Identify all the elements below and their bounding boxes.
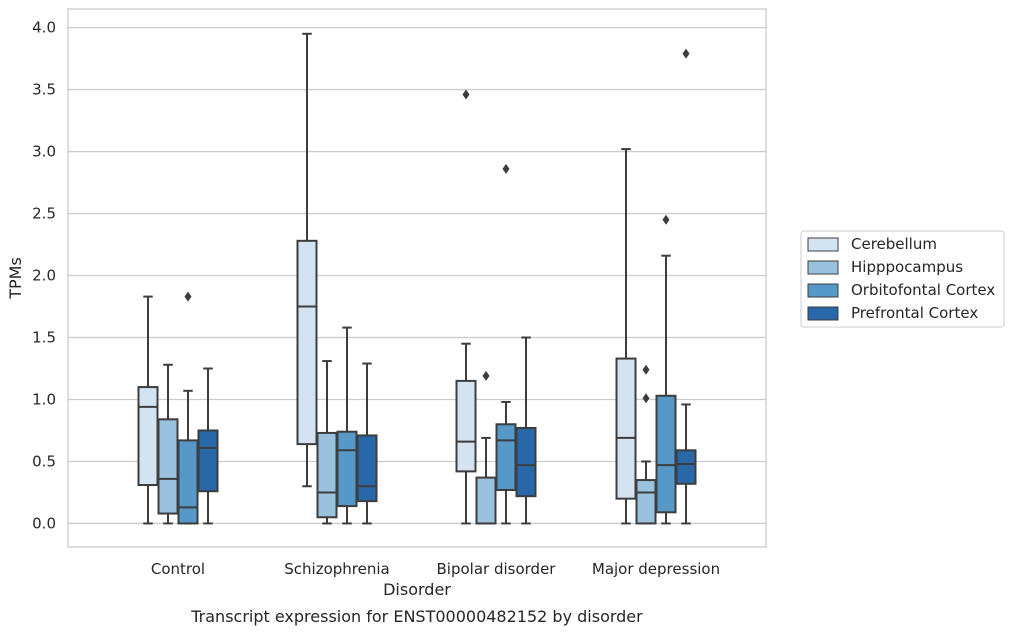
- box-iqr: [615, 357, 637, 500]
- box-group: [615, 148, 637, 525]
- y-tick-label: 3.5: [32, 81, 56, 99]
- chart-caption: Transcript expression for ENST0000048215…: [190, 607, 643, 626]
- box-iqr: [157, 418, 179, 515]
- plot-frame: [67, 8, 767, 548]
- y-tick-label: 0.5: [32, 452, 56, 470]
- x-axis-title: Disorder: [383, 580, 451, 599]
- box-iqr: [515, 426, 537, 498]
- box-iqr: [495, 423, 517, 491]
- legend-label: Hipppocampus: [851, 258, 963, 276]
- box-iqr: [635, 479, 657, 525]
- box-iqr: [177, 439, 199, 525]
- box-iqr: [137, 386, 159, 487]
- legend-swatch: [807, 260, 839, 275]
- box-iqr: [197, 429, 219, 493]
- y-tick-label: 1.0: [32, 390, 56, 408]
- box-group: [675, 48, 697, 525]
- y-tick-label: 2.0: [32, 267, 56, 285]
- box-group: [197, 367, 219, 525]
- y-axis-ticks: 0.0 0.5 1.0 1.5 2.0 2.5 3.0 3.5 4.0: [32, 19, 56, 533]
- box-iqr: [296, 239, 318, 446]
- legend-swatch: [807, 283, 839, 298]
- outlier-point: [662, 214, 670, 225]
- outlier-point: [642, 364, 650, 375]
- boxes: [137, 32, 697, 525]
- outlier-point: [642, 393, 650, 404]
- box-group: [296, 32, 318, 488]
- box-iqr: [336, 430, 358, 508]
- box-group: [475, 370, 497, 525]
- legend-label: Cerebellum: [851, 235, 937, 253]
- box-group: [515, 336, 537, 525]
- box-iqr: [316, 431, 338, 519]
- outlier-point: [462, 89, 470, 100]
- box-iqr: [675, 449, 697, 485]
- box-group: [316, 360, 338, 525]
- x-tick-label: Schizophrenia: [284, 560, 389, 578]
- y-tick-label: 4.0: [32, 19, 56, 37]
- box-group: [655, 214, 677, 525]
- outlier-point: [502, 163, 510, 174]
- box-iqr: [475, 476, 497, 525]
- x-tick-label: Major depression: [592, 560, 720, 578]
- y-tick-label: 3.0: [32, 143, 56, 161]
- box-group: [495, 163, 517, 525]
- outlier-point: [682, 48, 690, 59]
- legend-frame: [800, 230, 1005, 328]
- y-axis-title: TPMs: [6, 257, 25, 300]
- y-tick-label: 1.5: [32, 329, 56, 347]
- x-tick-label: Control: [151, 560, 205, 578]
- x-axis-ticks: Control Schizophrenia Bipolar disorder Majo…: [151, 560, 720, 578]
- legend-label: Prefrontal Cortex: [851, 304, 978, 322]
- box-iqr: [356, 434, 378, 503]
- x-tick-label: Bipolar disorder: [437, 560, 557, 578]
- legend-swatch: [807, 306, 839, 321]
- box-group: [635, 364, 657, 525]
- y-tick-label: 2.5: [32, 205, 56, 223]
- legend-swatch: [807, 237, 839, 252]
- box-iqr: [655, 394, 677, 514]
- legend: Cerebellum Hipppocampus Orbitofontal Corte…: [800, 230, 1005, 328]
- box-group: [177, 291, 199, 525]
- y-tick-label: 0.0: [32, 514, 56, 532]
- box-group: [356, 362, 378, 525]
- outlier-point: [184, 291, 192, 302]
- box-group: [455, 89, 477, 525]
- outlier-point: [482, 370, 490, 381]
- legend-label: Orbitofontal Cortex: [851, 281, 995, 299]
- box-iqr: [455, 379, 477, 473]
